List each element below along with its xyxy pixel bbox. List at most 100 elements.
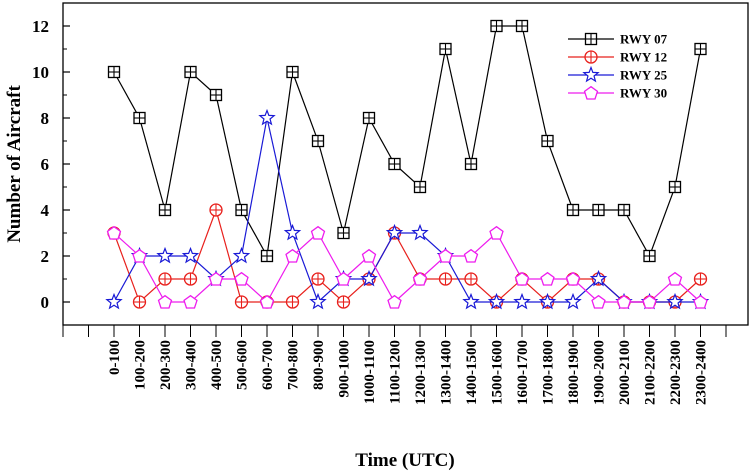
x-tick-label: 2100-2200 bbox=[643, 340, 659, 405]
data-point-rwy-07 bbox=[464, 157, 478, 171]
x-tick-label: 1800-1900 bbox=[566, 340, 582, 405]
x-tick-label: 800-900 bbox=[311, 340, 327, 390]
data-point-rwy-30 bbox=[616, 294, 632, 309]
data-point-rwy-12 bbox=[693, 272, 708, 286]
data-point-rwy-12 bbox=[464, 272, 478, 286]
data-point-rwy-30 bbox=[463, 248, 479, 263]
x-tick-label: 2000-2100 bbox=[617, 340, 633, 405]
data-point-rwy-12 bbox=[132, 295, 147, 309]
data-point-rwy-07 bbox=[541, 134, 554, 148]
x-tick-label: 600-700 bbox=[260, 340, 276, 390]
data-point-rwy-25 bbox=[232, 246, 251, 264]
legend: RWY 07 RWY 12 RWY 25 RWY 30 bbox=[568, 32, 668, 101]
data-point-rwy-12 bbox=[209, 203, 223, 217]
x-axis-ticks: 0-100 100-200 200-300 300-400 400-500 500-600… bbox=[62, 325, 727, 405]
data-point-rwy-07 bbox=[515, 19, 529, 33]
data-point-rwy-07 bbox=[413, 180, 427, 194]
data-point-rwy-07 bbox=[107, 65, 121, 79]
data-point-rwy-12 bbox=[438, 272, 453, 286]
data-point-rwy-25 bbox=[411, 223, 429, 241]
data-point-rwy-07 bbox=[362, 111, 376, 125]
data-point-rwy-12 bbox=[285, 295, 300, 309]
legend-item-rwy-07: RWY 07 bbox=[568, 32, 668, 47]
y-tick-label: 6 bbox=[41, 155, 50, 174]
legend-marker bbox=[584, 32, 598, 46]
data-point-rwy-07 bbox=[235, 203, 248, 217]
data-point-rwy-30 bbox=[310, 225, 326, 240]
y-tick-label: 8 bbox=[41, 109, 50, 128]
data-point-rwy-12 bbox=[234, 295, 249, 309]
x-tick-label: 1700-1800 bbox=[541, 340, 557, 405]
x-tick-label: 1600-1700 bbox=[515, 340, 531, 405]
legend-marker bbox=[582, 65, 600, 83]
data-point-rwy-07 bbox=[388, 157, 401, 171]
x-tick-label: 2200-2300 bbox=[668, 340, 684, 405]
data-point-rwy-12 bbox=[158, 272, 172, 286]
y-tick-label: 10 bbox=[32, 63, 49, 82]
data-point-rwy-12 bbox=[183, 272, 198, 286]
x-tick-label: 400-500 bbox=[209, 340, 225, 390]
data-point-rwy-07 bbox=[337, 226, 350, 240]
series-layer bbox=[105, 19, 710, 310]
data-point-rwy-12 bbox=[336, 295, 351, 309]
data-point-rwy-07 bbox=[490, 19, 503, 33]
data-point-rwy-25 bbox=[309, 292, 327, 310]
series-rwy-30 bbox=[106, 225, 708, 309]
x-tick-label: 2300-2400 bbox=[694, 340, 710, 405]
data-point-rwy-30 bbox=[387, 294, 402, 309]
x-tick-label: 1200-1300 bbox=[413, 340, 429, 405]
data-point-rwy-25 bbox=[181, 246, 200, 264]
data-point-rwy-30 bbox=[208, 271, 224, 286]
y-tick-label: 0 bbox=[41, 293, 50, 312]
x-tick-label: 1900-2000 bbox=[592, 340, 608, 405]
series-line-rwy-07 bbox=[113, 25, 702, 258]
data-point-rwy-30 bbox=[157, 294, 173, 309]
data-point-rwy-07 bbox=[133, 111, 146, 125]
data-point-rwy-25 bbox=[283, 223, 302, 241]
legend-marker bbox=[583, 85, 599, 100]
x-tick-label: 300-400 bbox=[184, 340, 200, 390]
data-point-rwy-30 bbox=[667, 271, 683, 286]
data-point-rwy-30 bbox=[183, 294, 198, 309]
data-point-rwy-07 bbox=[592, 203, 605, 217]
data-point-rwy-30 bbox=[642, 294, 657, 309]
data-point-rwy-30 bbox=[438, 248, 453, 263]
data-point-rwy-25 bbox=[156, 246, 174, 264]
data-point-rwy-30 bbox=[540, 271, 555, 286]
data-point-rwy-25 bbox=[666, 292, 684, 310]
data-point-rwy-30 bbox=[514, 271, 530, 286]
legend-item-rwy-25: RWY 25 bbox=[568, 65, 668, 83]
y-axis-ticks: 0 2 4 6 8 10 12 bbox=[32, 17, 70, 326]
y-tick-label: 4 bbox=[41, 201, 50, 220]
data-point-rwy-30 bbox=[132, 248, 147, 263]
data-point-rwy-07 bbox=[694, 42, 707, 56]
data-point-rwy-07 bbox=[668, 180, 682, 194]
data-point-rwy-25 bbox=[360, 269, 378, 287]
data-point-rwy-07 bbox=[439, 42, 452, 56]
legend-marker bbox=[584, 50, 598, 64]
data-point-rwy-25 bbox=[564, 292, 582, 310]
x-axis-title: Time (UTC) bbox=[355, 450, 454, 471]
data-point-rwy-07 bbox=[260, 249, 274, 263]
legend-label: RWY 25 bbox=[620, 68, 668, 83]
data-point-rwy-07 bbox=[617, 203, 631, 217]
data-point-rwy-30 bbox=[565, 271, 581, 286]
y-axis-title: Number of Aircraft bbox=[4, 85, 25, 243]
x-tick-label: 900-1000 bbox=[337, 340, 353, 398]
data-point-rwy-30 bbox=[361, 248, 377, 263]
data-point-rwy-25 bbox=[105, 292, 123, 310]
x-tick-label: 200-300 bbox=[158, 340, 174, 390]
x-tick-label: 1400-1500 bbox=[464, 340, 480, 405]
x-tick-label: 700-800 bbox=[286, 340, 302, 390]
data-point-rwy-25 bbox=[513, 292, 531, 310]
data-point-rwy-25 bbox=[462, 292, 480, 310]
data-point-rwy-30 bbox=[285, 248, 300, 263]
data-point-rwy-07 bbox=[184, 65, 197, 79]
data-point-rwy-25 bbox=[589, 269, 608, 287]
x-tick-label: 1100-1200 bbox=[388, 340, 404, 404]
x-tick-label: 1500-1600 bbox=[490, 340, 506, 405]
data-point-rwy-07 bbox=[566, 203, 580, 217]
data-point-rwy-30 bbox=[259, 294, 275, 309]
legend-label: RWY 30 bbox=[620, 86, 667, 101]
